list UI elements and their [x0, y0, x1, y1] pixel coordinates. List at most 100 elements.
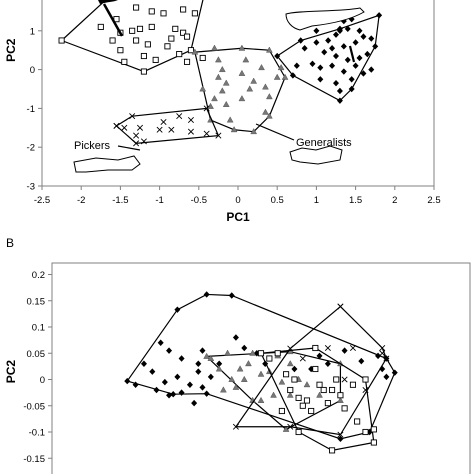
point-square	[199, 54, 206, 62]
point-square	[133, 4, 140, 11]
point-square	[129, 27, 136, 34]
hull-vertex-diamond	[348, 85, 355, 93]
hull-vertex-square	[329, 447, 336, 454]
point-square	[287, 386, 294, 394]
hull-vertex-x	[287, 345, 294, 352]
point-diamond	[199, 347, 206, 354]
point-triangle	[246, 85, 254, 92]
point-diamond	[348, 15, 355, 23]
x-axis-title: PC1	[226, 210, 250, 224]
point-x	[133, 132, 140, 139]
point-x	[113, 122, 120, 129]
y-tick-label: 0.1	[32, 323, 45, 334]
point-square	[152, 56, 159, 63]
hull-vertex-diamond	[391, 369, 398, 376]
hull-vertex-square	[370, 439, 377, 446]
annotation-pickers: Pickers	[74, 140, 111, 152]
point-square	[191, 10, 198, 17]
panel-b-label: B	[6, 236, 14, 250]
point-diamond	[368, 66, 375, 73]
point-triangle	[218, 87, 226, 94]
point-diamond	[336, 27, 343, 34]
point-diamond	[301, 45, 308, 52]
point-diamond	[309, 60, 316, 67]
point-square	[308, 407, 315, 415]
point-square	[329, 386, 336, 394]
x-tick-label: 1.5	[349, 195, 362, 206]
point-diamond	[329, 62, 336, 69]
x-tick-label: -2.5	[34, 195, 50, 206]
point-square	[291, 376, 298, 383]
point-x	[362, 386, 369, 394]
y-axis-title: PC2	[4, 38, 18, 62]
point-triangle	[215, 73, 222, 80]
hull-vertex-diamond	[372, 43, 379, 50]
hull-vertex-triangle	[191, 48, 199, 55]
y-axis-title: PC2	[4, 360, 18, 384]
point-triangle	[266, 93, 273, 100]
x-tick-label: 0	[235, 195, 240, 206]
point-diamond	[368, 35, 375, 42]
point-square	[172, 25, 179, 32]
hull-vertex-diamond	[124, 377, 131, 385]
point-square	[148, 8, 155, 15]
point-square	[337, 392, 344, 399]
hull-vertex-square	[187, 47, 195, 54]
point-triangle	[257, 370, 265, 377]
point-diamond	[195, 360, 202, 367]
point-square	[144, 41, 151, 48]
point-diamond	[340, 68, 347, 75]
point-triangle	[277, 64, 285, 71]
point-triangle	[226, 116, 234, 123]
point-triangle	[238, 95, 246, 102]
hull-vertex-diamond	[203, 291, 210, 298]
hull-vertex-diamond	[228, 292, 235, 299]
point-diamond	[174, 373, 181, 381]
point-diamond	[313, 39, 320, 46]
point-triangle	[211, 95, 218, 102]
hull-vertex-x	[215, 132, 222, 139]
hull-vertex-diamond	[170, 391, 177, 398]
hull-vertex-x	[337, 431, 344, 438]
x-tick-label: 1	[314, 195, 319, 206]
y-tick-label: -3	[27, 182, 35, 193]
point-x	[187, 117, 194, 124]
point-square	[109, 37, 116, 44]
point-square	[117, 47, 124, 54]
point-diamond	[336, 87, 343, 95]
point-diamond	[324, 360, 331, 367]
point-diamond	[232, 334, 239, 341]
point-diamond	[333, 31, 339, 38]
point-x	[176, 113, 183, 120]
point-diamond	[340, 43, 347, 50]
snapper-arrow	[348, 45, 356, 63]
y-tick-label: 0.05	[27, 349, 46, 360]
hull-vertex-triangle	[281, 73, 289, 80]
point-diamond	[358, 357, 365, 365]
point-triangle	[215, 365, 223, 372]
point-diamond	[348, 76, 355, 83]
point-square	[266, 355, 273, 362]
point-square	[164, 43, 171, 50]
hull-vertex-x	[133, 140, 140, 147]
point-diamond	[166, 392, 173, 399]
point-square	[168, 35, 175, 42]
hull-vertex-diamond	[203, 390, 210, 397]
point-square	[341, 405, 348, 412]
point-square	[354, 418, 361, 425]
top-arrow	[102, 3, 124, 37]
point-square	[97, 23, 104, 30]
point-triangle	[222, 100, 230, 107]
point-diamond	[157, 339, 164, 346]
x-tick-label: -2	[77, 195, 85, 206]
point-square	[140, 52, 147, 60]
hull-vertex-diamond	[174, 306, 181, 313]
point-diamond	[356, 54, 363, 62]
y-tick-label: 0	[40, 375, 45, 386]
point-x	[156, 126, 163, 133]
point-diamond	[191, 399, 198, 407]
point-diamond	[333, 52, 339, 60]
hull-vertex-x	[287, 423, 294, 430]
point-diamond	[241, 344, 248, 352]
point-diamond	[375, 352, 382, 360]
